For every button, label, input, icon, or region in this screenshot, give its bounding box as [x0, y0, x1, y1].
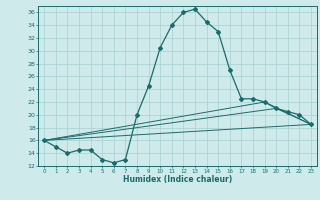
X-axis label: Humidex (Indice chaleur): Humidex (Indice chaleur) [123, 175, 232, 184]
